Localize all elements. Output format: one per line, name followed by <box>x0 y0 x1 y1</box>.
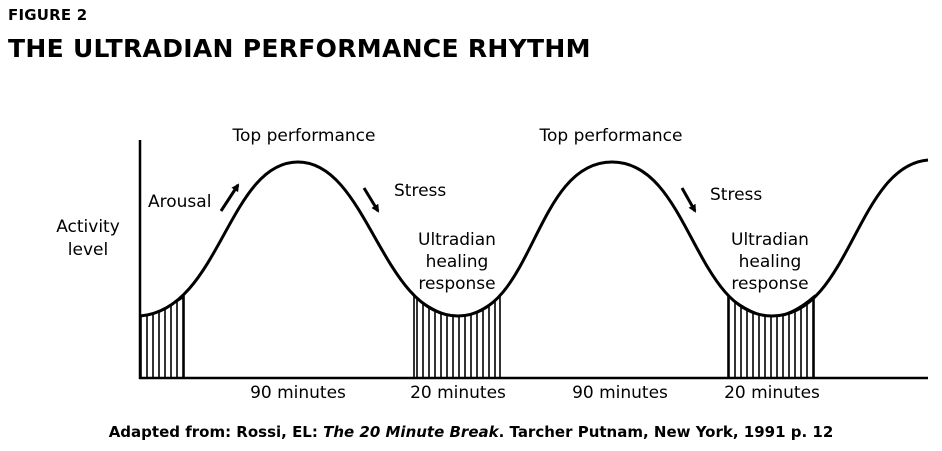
diagram-title: THE ULTRADIAN PERFORMANCE RHYTHM <box>8 34 591 63</box>
healing-label-1-line1: Ultradian <box>418 230 496 250</box>
credit-suffix: . Tarcher Putnam, New York, 1991 p. 12 <box>498 423 834 441</box>
duration-label-3: 90 minutes <box>572 383 668 403</box>
stress-arrow-icon-2 <box>680 187 697 213</box>
arousal-label: Arousal <box>148 192 211 212</box>
y-axis-label-line1: Activity <box>56 217 120 237</box>
stress-arrow-icon-1 <box>362 187 380 213</box>
healing-label-1-line2: healing <box>426 252 489 272</box>
healing-label-1-line3: response <box>418 274 495 294</box>
credit-prefix: Adapted from: Rossi, EL: <box>108 423 324 441</box>
source-credit: Adapted from: Rossi, EL: The 20 Minute B… <box>0 423 942 441</box>
credit-book-title: The 20 Minute Break <box>323 423 499 441</box>
duration-label-1: 90 minutes <box>250 383 346 403</box>
activity-wave-curve <box>139 158 929 318</box>
healing-label-2-line2: healing <box>739 252 802 272</box>
healing-label-2-line1: Ultradian <box>731 230 809 250</box>
top-performance-label-1: Top performance <box>232 126 376 146</box>
top-performance-label-2: Top performance <box>539 126 683 146</box>
y-axis-label-line2: level <box>68 240 108 260</box>
stress-label-2: Stress <box>710 185 762 205</box>
arousal-arrow-icon <box>219 183 240 212</box>
duration-label-4: 20 minutes <box>724 383 820 403</box>
healing-label-2-line3: response <box>731 274 808 294</box>
duration-label-2: 20 minutes <box>410 383 506 403</box>
figure-label: FIGURE 2 <box>8 6 88 24</box>
stress-label-1: Stress <box>394 181 446 201</box>
